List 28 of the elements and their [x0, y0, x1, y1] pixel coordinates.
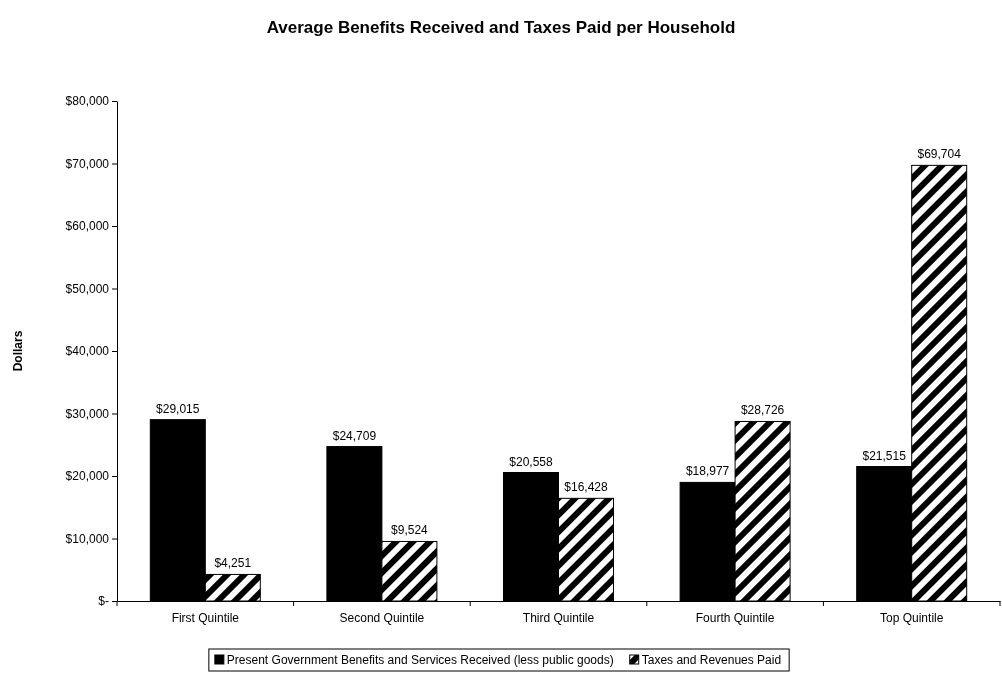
data-label: $29,015 — [156, 401, 200, 416]
x-tick-label: First Quintile — [171, 610, 240, 625]
data-label: $69,704 — [917, 147, 962, 162]
y-tick-label: $60,000 — [65, 219, 110, 234]
y-tick-label: $50,000 — [65, 281, 110, 296]
y-tick-label: $80,000 — [65, 94, 110, 109]
data-label: $28,726 — [740, 403, 785, 418]
y-tick-label: $10,000 — [65, 531, 110, 546]
data-label: $16,428 — [564, 480, 609, 495]
y-tick-label: $30,000 — [65, 406, 110, 421]
x-tick-label: Fourth Quintile — [695, 610, 775, 625]
y-tick-label: $- — [98, 594, 109, 609]
data-label: $9,524 — [391, 523, 429, 538]
legend-label: Present Government Benefits and Services Received (less public goods) — [226, 653, 614, 667]
x-tick-label: Top Quintile — [880, 610, 944, 625]
y-axis-title: Dollars — [11, 330, 25, 372]
chart-title: Average Benefits Received and Taxes Paid per Household — [266, 18, 736, 37]
y-tick-label: $20,000 — [65, 469, 110, 484]
x-tick-label: Second Quintile — [339, 610, 425, 625]
data-label: $18,977 — [685, 464, 730, 479]
x-tick-label: Third Quintile — [522, 610, 595, 625]
data-label: $21,515 — [862, 448, 907, 463]
data-label: $24,709 — [332, 428, 377, 443]
y-tick-label: $70,000 — [65, 156, 110, 171]
data-label: $20,558 — [509, 454, 554, 469]
y-tick-label: $40,000 — [65, 344, 110, 359]
legend-label: Taxes and Revenues Paid — [641, 653, 782, 667]
data-label: $4,251 — [214, 556, 252, 571]
